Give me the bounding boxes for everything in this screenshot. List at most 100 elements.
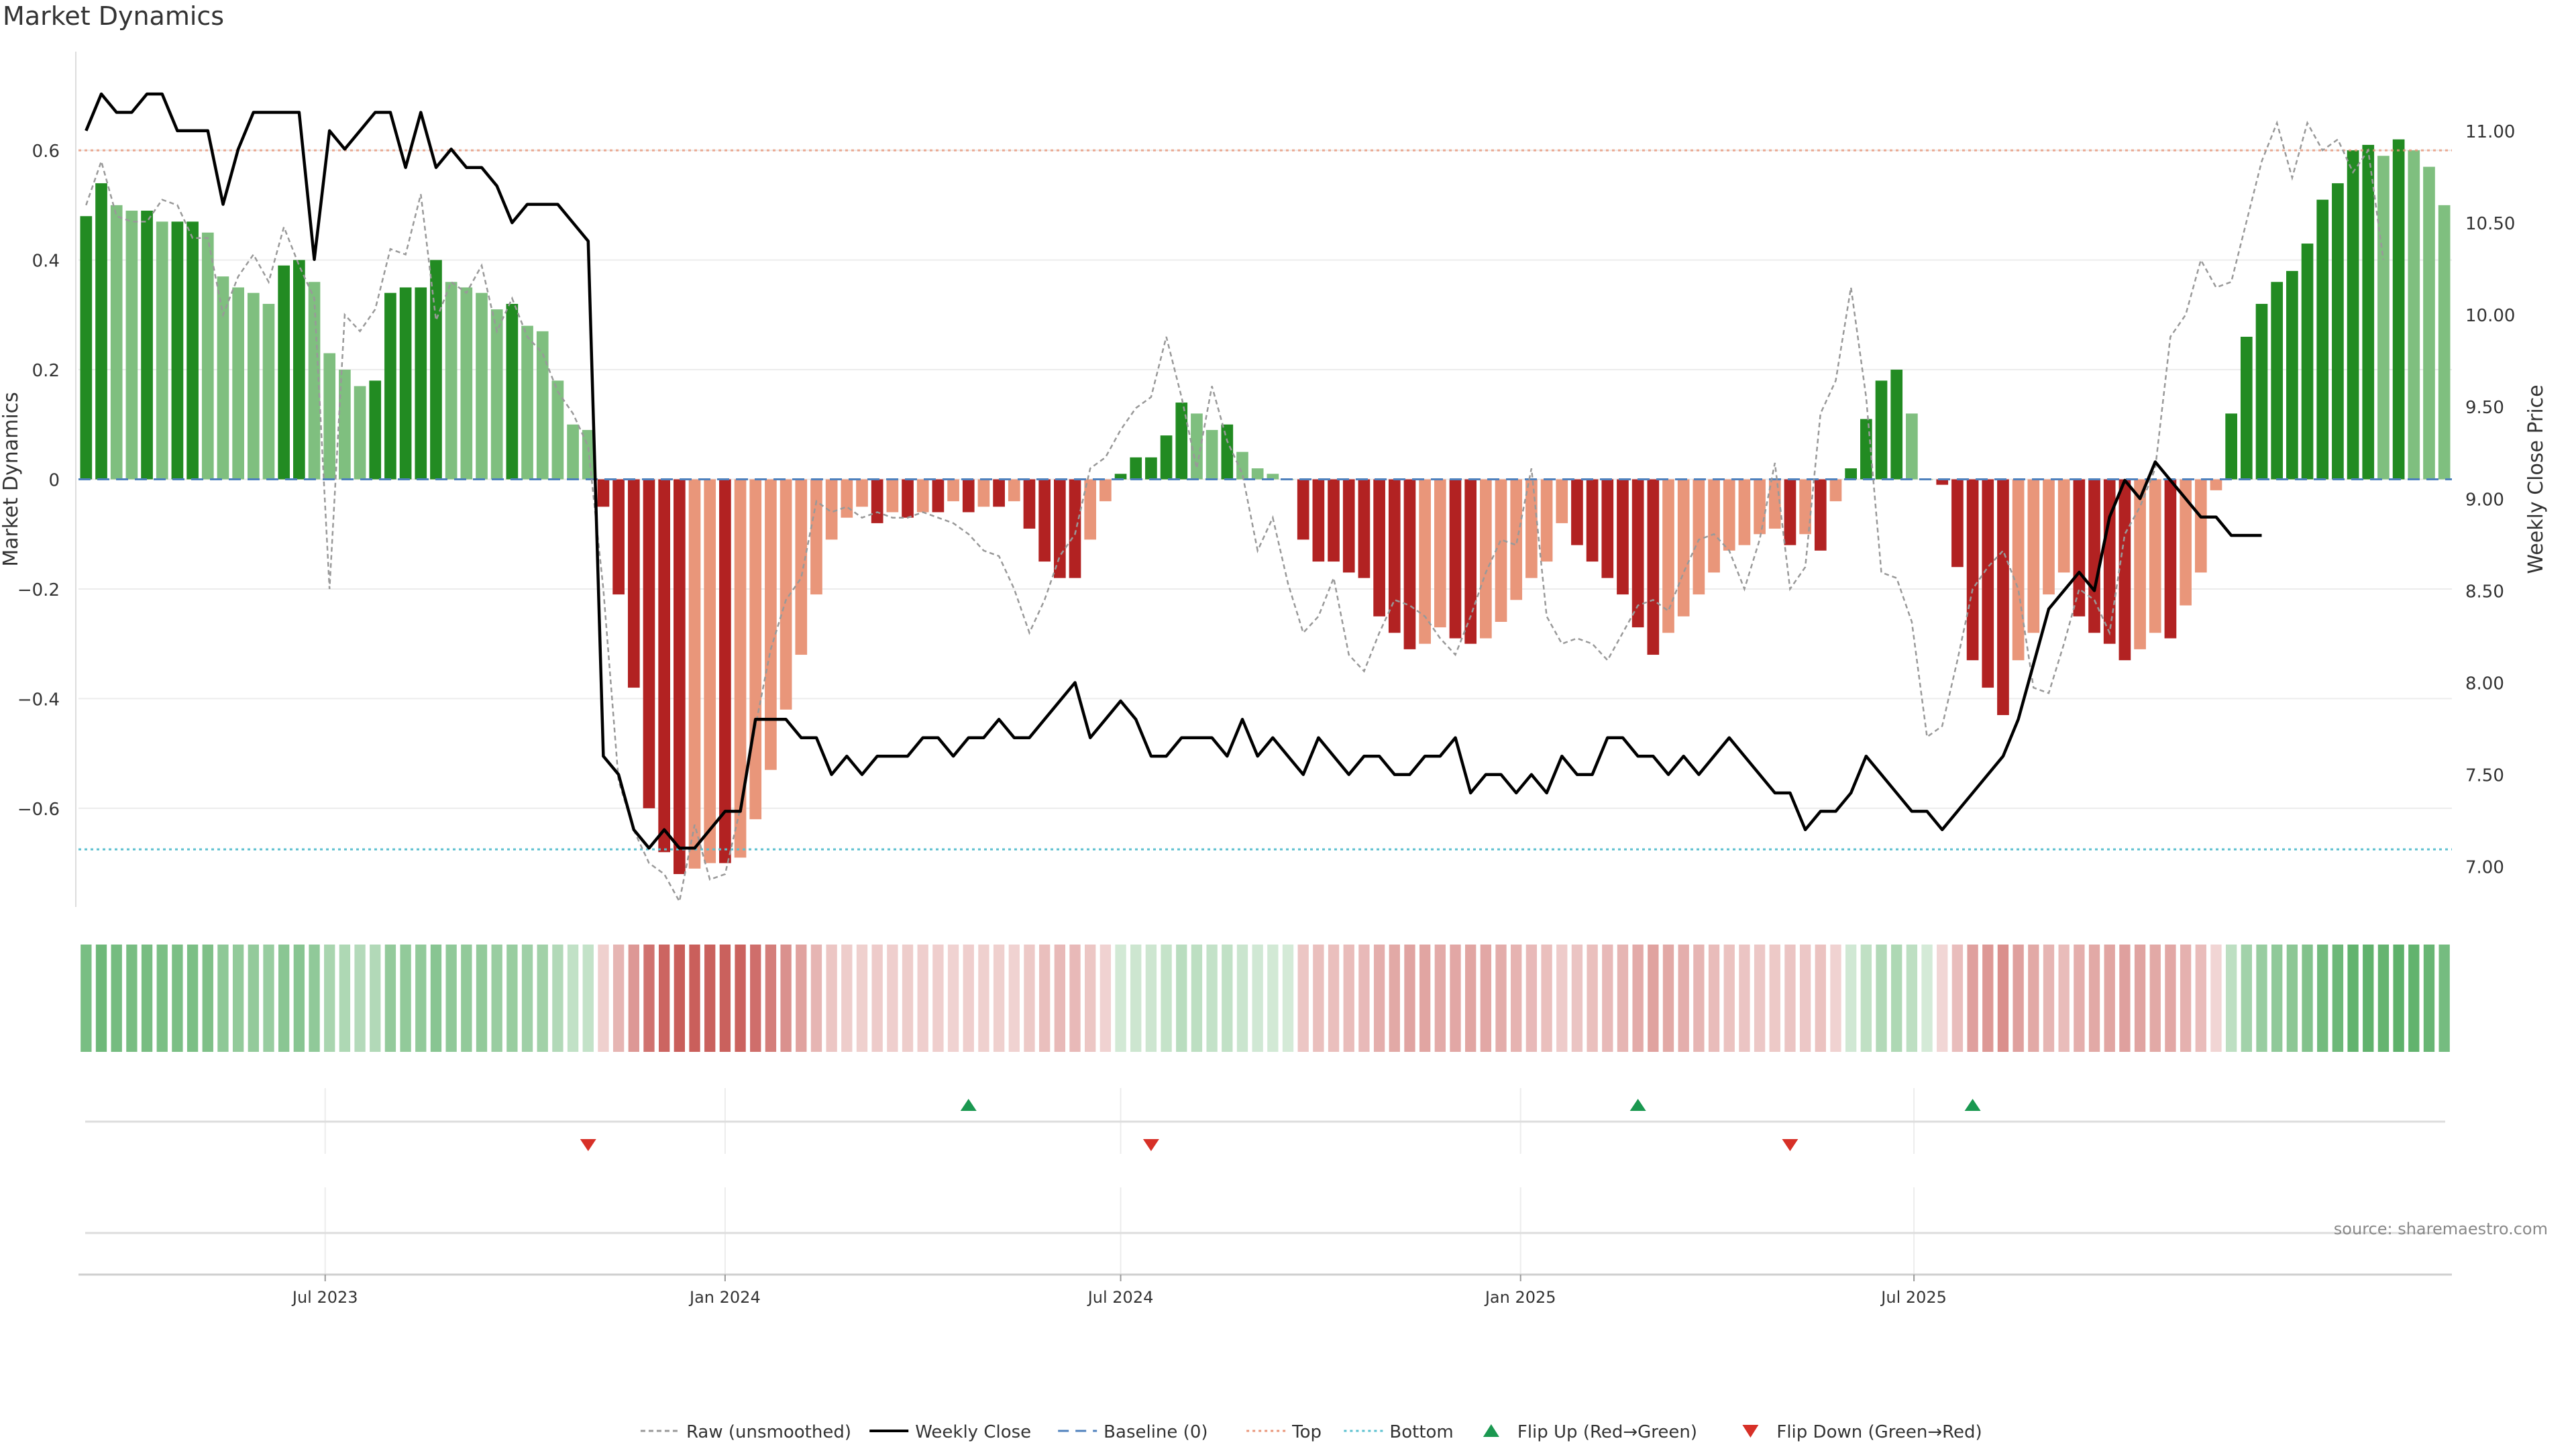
heatmap-cell [384,945,396,1052]
heatmap-cell [1511,945,1522,1052]
md-bar [171,221,184,480]
heatmap-cell [1906,945,1918,1052]
heatmap-cell [552,945,564,1052]
md-bar [2073,479,2086,616]
md-bar [1495,479,1507,622]
heatmap-cell [1784,945,1796,1052]
heatmap-cell [2134,945,2146,1052]
y-axis-right-label: Weekly Close Price [2524,384,2548,574]
md-bar [1875,380,1888,480]
md-bar [369,380,382,480]
md-bar [977,479,990,507]
heatmap-cell [1404,945,1415,1052]
md-bar [1571,479,1583,545]
heatmap-cell [1830,945,1841,1052]
md-bar [916,479,929,513]
heatmap-cell [430,945,442,1052]
heatmap-cell [1085,945,1096,1052]
legend-label: Weekly Close [915,1422,1031,1442]
md-bar [2423,166,2435,480]
legend-label: Bottom [1389,1422,1453,1442]
md-bar [1723,479,1735,551]
heatmap-cell [1739,945,1750,1052]
md-bar [658,479,671,853]
md-bar [125,211,138,480]
md-bar [110,205,123,480]
x-tick-label: Jul 2025 [1880,1288,1947,1307]
heatmap-cell [2286,945,2298,1052]
y-tick-label: 0 [48,471,60,491]
md-bar [2057,479,2070,573]
md-bar [1114,474,1127,480]
md-bar [2240,337,2253,480]
md-bar [2088,479,2100,633]
heatmap-cell [1297,945,1309,1052]
heatmap-cell [750,945,761,1052]
heatmap-cell [156,945,168,1052]
md-bar [1525,479,1538,578]
md-bar [2149,479,2161,633]
md-bar [1601,479,1614,578]
md-bar [217,276,229,480]
heatmap-cell [1252,945,1263,1052]
heatmap-cell [80,945,92,1052]
md-bar [2332,183,2344,480]
heatmap-cell [1024,945,1035,1052]
md-bar [1403,479,1416,649]
y-right-tick-label: 8.50 [2465,582,2504,602]
md-bar [430,260,442,480]
heatmap-cell [370,945,381,1052]
md-bar [445,282,458,480]
md-bar [704,479,716,863]
heatmap-cell [1602,945,1613,1052]
heatmap-cell [1358,945,1370,1052]
md-bar [1784,479,1796,545]
md-bar [262,303,275,480]
md-bar [399,287,412,480]
heatmap-cell [1708,945,1720,1052]
md-bar [1160,435,1173,480]
md-bar [1951,479,1964,568]
y-right-tick-label: 7.00 [2465,858,2504,878]
md-bar [2225,413,2237,480]
md-bar [476,292,488,480]
md-bar [80,216,93,480]
heatmap-cell [1997,945,2009,1052]
heatmap-cell [278,945,290,1052]
heatmap-cell [2438,945,2450,1052]
heatmap-cell [537,945,548,1052]
md-bar [278,265,290,480]
md-bar [1814,479,1827,551]
md-bar [2180,479,2192,606]
md-bar [749,479,762,820]
md-bar [932,479,945,513]
md-bar [323,353,336,480]
heatmap-cell [400,945,411,1052]
heatmap-cell [1206,945,1218,1052]
y-right-tick-label: 10.50 [2465,214,2515,234]
md-bar [1586,479,1599,562]
x-tick-label: Jan 2024 [688,1288,761,1307]
heatmap-cell [1236,945,1248,1052]
heatmap-cell [947,945,959,1052]
md-bar [2286,270,2298,480]
flip-up-marker [1964,1099,1981,1111]
md-bar [2012,479,2025,661]
md-bar [156,221,168,480]
y-right-tick-label: 9.00 [2465,490,2504,510]
md-bar [1464,479,1477,644]
heatmap-cell [765,945,777,1052]
md-bar [1236,451,1248,480]
md-bar [780,479,792,710]
md-bar [186,221,199,480]
legend-swatch-flip-down [1742,1425,1759,1438]
md-bar [2377,156,2390,480]
y-right-tick-label: 11.00 [2465,122,2515,142]
md-bar [2043,479,2055,595]
md-bar [2134,479,2146,649]
heatmap-cell [476,945,488,1052]
md-bar [1966,479,1979,661]
heatmap-cell [1495,945,1507,1052]
heatmap-cell [658,945,670,1052]
